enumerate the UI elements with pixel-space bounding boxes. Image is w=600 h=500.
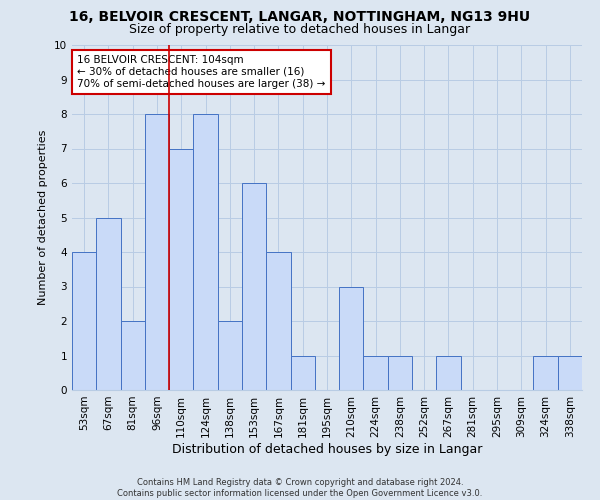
Bar xyxy=(388,356,412,390)
Bar xyxy=(121,321,145,390)
Bar xyxy=(218,321,242,390)
Bar xyxy=(290,356,315,390)
Bar xyxy=(436,356,461,390)
Y-axis label: Number of detached properties: Number of detached properties xyxy=(38,130,49,305)
Text: 16, BELVOIR CRESCENT, LANGAR, NOTTINGHAM, NG13 9HU: 16, BELVOIR CRESCENT, LANGAR, NOTTINGHAM… xyxy=(70,10,530,24)
Bar xyxy=(169,148,193,390)
Bar xyxy=(145,114,169,390)
Text: Contains HM Land Registry data © Crown copyright and database right 2024.
Contai: Contains HM Land Registry data © Crown c… xyxy=(118,478,482,498)
Bar xyxy=(558,356,582,390)
Bar xyxy=(96,218,121,390)
Bar xyxy=(339,286,364,390)
Bar xyxy=(364,356,388,390)
Bar xyxy=(266,252,290,390)
Bar xyxy=(242,183,266,390)
Bar xyxy=(193,114,218,390)
Text: 16 BELVOIR CRESCENT: 104sqm
← 30% of detached houses are smaller (16)
70% of sem: 16 BELVOIR CRESCENT: 104sqm ← 30% of det… xyxy=(77,56,325,88)
Text: Size of property relative to detached houses in Langar: Size of property relative to detached ho… xyxy=(130,22,470,36)
X-axis label: Distribution of detached houses by size in Langar: Distribution of detached houses by size … xyxy=(172,442,482,456)
Bar xyxy=(72,252,96,390)
Bar xyxy=(533,356,558,390)
